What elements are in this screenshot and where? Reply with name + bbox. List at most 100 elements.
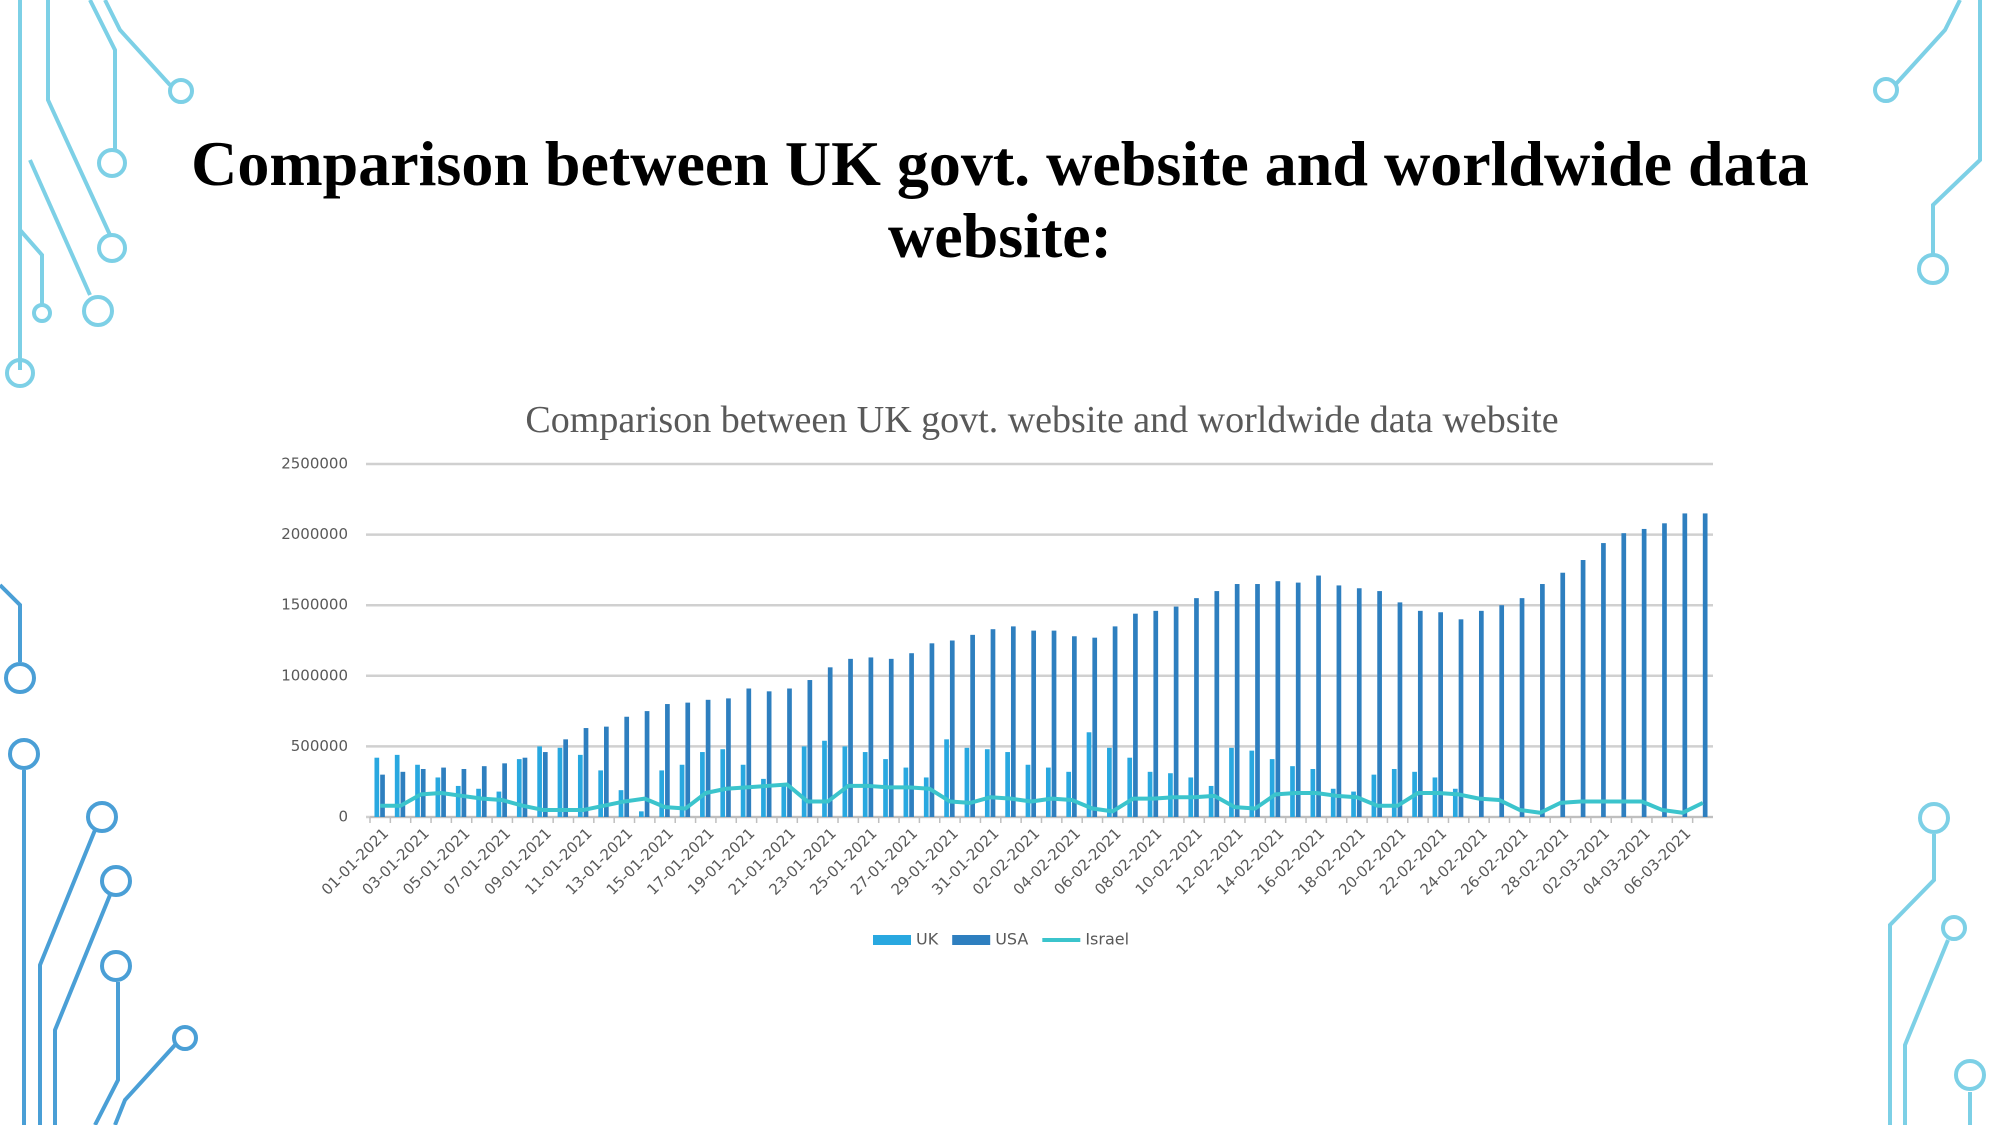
- circuit-node: [5, 358, 35, 388]
- bar: [1519, 598, 1525, 817]
- circuit-node: [1918, 802, 1950, 834]
- bar: [394, 754, 400, 817]
- circuit-node: [86, 801, 118, 833]
- circuit-line: [88, 0, 117, 150]
- bar: [740, 764, 746, 817]
- bar: [1051, 630, 1057, 817]
- bar: [1005, 752, 1010, 817]
- bar: [888, 658, 894, 817]
- bar: [903, 767, 909, 817]
- circuit-line: [0, 583, 22, 662]
- bar: [944, 739, 949, 817]
- bar: [1269, 759, 1275, 817]
- bar: [537, 746, 542, 817]
- bar: [766, 691, 772, 817]
- circuit-line: [103, 0, 172, 87]
- circuit-node: [100, 950, 132, 982]
- bar: [1330, 788, 1336, 817]
- bar: [909, 653, 914, 817]
- bar: [726, 698, 731, 817]
- bar: [1010, 626, 1016, 817]
- bar: [659, 770, 665, 817]
- bar: [415, 764, 420, 817]
- bar: [624, 716, 630, 817]
- bar: [1072, 636, 1077, 817]
- bar: [577, 754, 583, 817]
- bar: [1107, 747, 1112, 817]
- bar: [1601, 543, 1606, 817]
- bar: [1662, 523, 1667, 817]
- y-tick-label: 2500000: [281, 455, 348, 473]
- bar: [1092, 637, 1098, 817]
- legend-label: Israel: [1085, 930, 1129, 949]
- bar: [1560, 572, 1566, 817]
- slide-title: Comparison between UK govt. website and …: [191, 128, 1809, 271]
- bar: [970, 634, 975, 817]
- bar: [700, 752, 705, 817]
- bar: [522, 757, 528, 817]
- bar: [1173, 606, 1179, 817]
- bar: [746, 688, 752, 817]
- circuit-node: [1917, 253, 1949, 285]
- y-tick-label: 0: [338, 808, 348, 826]
- circuit-line: [93, 982, 120, 1125]
- bar: [761, 778, 766, 817]
- circuit-node: [82, 295, 114, 327]
- bar: [380, 774, 385, 817]
- bar: [949, 640, 955, 817]
- bar: [1086, 732, 1092, 817]
- bar: [1127, 757, 1133, 817]
- line: [380, 782, 1704, 815]
- bar: [1153, 610, 1159, 817]
- bar: [455, 785, 461, 817]
- bar: [542, 752, 548, 817]
- bar: [1438, 612, 1443, 817]
- bar: [923, 777, 929, 817]
- bar: [1295, 582, 1301, 817]
- circuit-node: [4, 662, 36, 694]
- y-tick-label: 1500000: [281, 596, 348, 614]
- bar: [1432, 777, 1438, 817]
- bar: [1234, 584, 1240, 817]
- circuit-line: [113, 1043, 177, 1125]
- circuit-node: [1941, 915, 1967, 941]
- bar: [516, 759, 522, 817]
- circuit-node: [8, 738, 40, 770]
- bar: [557, 747, 563, 817]
- bar: [502, 763, 507, 817]
- circuit-node: [1873, 77, 1899, 103]
- circuit-line: [1893, 0, 1962, 87]
- bar: [1316, 575, 1321, 817]
- bar: [1499, 605, 1505, 817]
- bar: [644, 711, 650, 817]
- circuit-line: [46, 0, 112, 236]
- bar: [1194, 598, 1199, 817]
- bar: [964, 747, 970, 817]
- bar: [400, 771, 406, 817]
- circuit-line: [1903, 939, 1950, 1125]
- bar: [1540, 584, 1545, 817]
- y-tick-label: 2000000: [281, 525, 348, 543]
- bar: [990, 629, 996, 817]
- circuit-line: [53, 894, 112, 1125]
- bar: [1682, 513, 1688, 817]
- bar: [1168, 773, 1173, 817]
- bar: [598, 770, 604, 817]
- bar: [1214, 591, 1220, 817]
- bar: [1066, 771, 1072, 817]
- bar: [1336, 585, 1342, 817]
- bar: [496, 791, 502, 817]
- bar: [604, 726, 609, 817]
- bar: [1391, 768, 1397, 817]
- bar: [842, 746, 848, 817]
- bar: [1112, 626, 1118, 817]
- bar: [1458, 619, 1464, 817]
- circuit-node: [97, 148, 127, 178]
- y-tick-label: 1000000: [281, 666, 348, 684]
- bar: [679, 764, 685, 817]
- circuit-node: [168, 78, 194, 104]
- circuit-line: [28, 159, 92, 296]
- bar: [1702, 513, 1708, 817]
